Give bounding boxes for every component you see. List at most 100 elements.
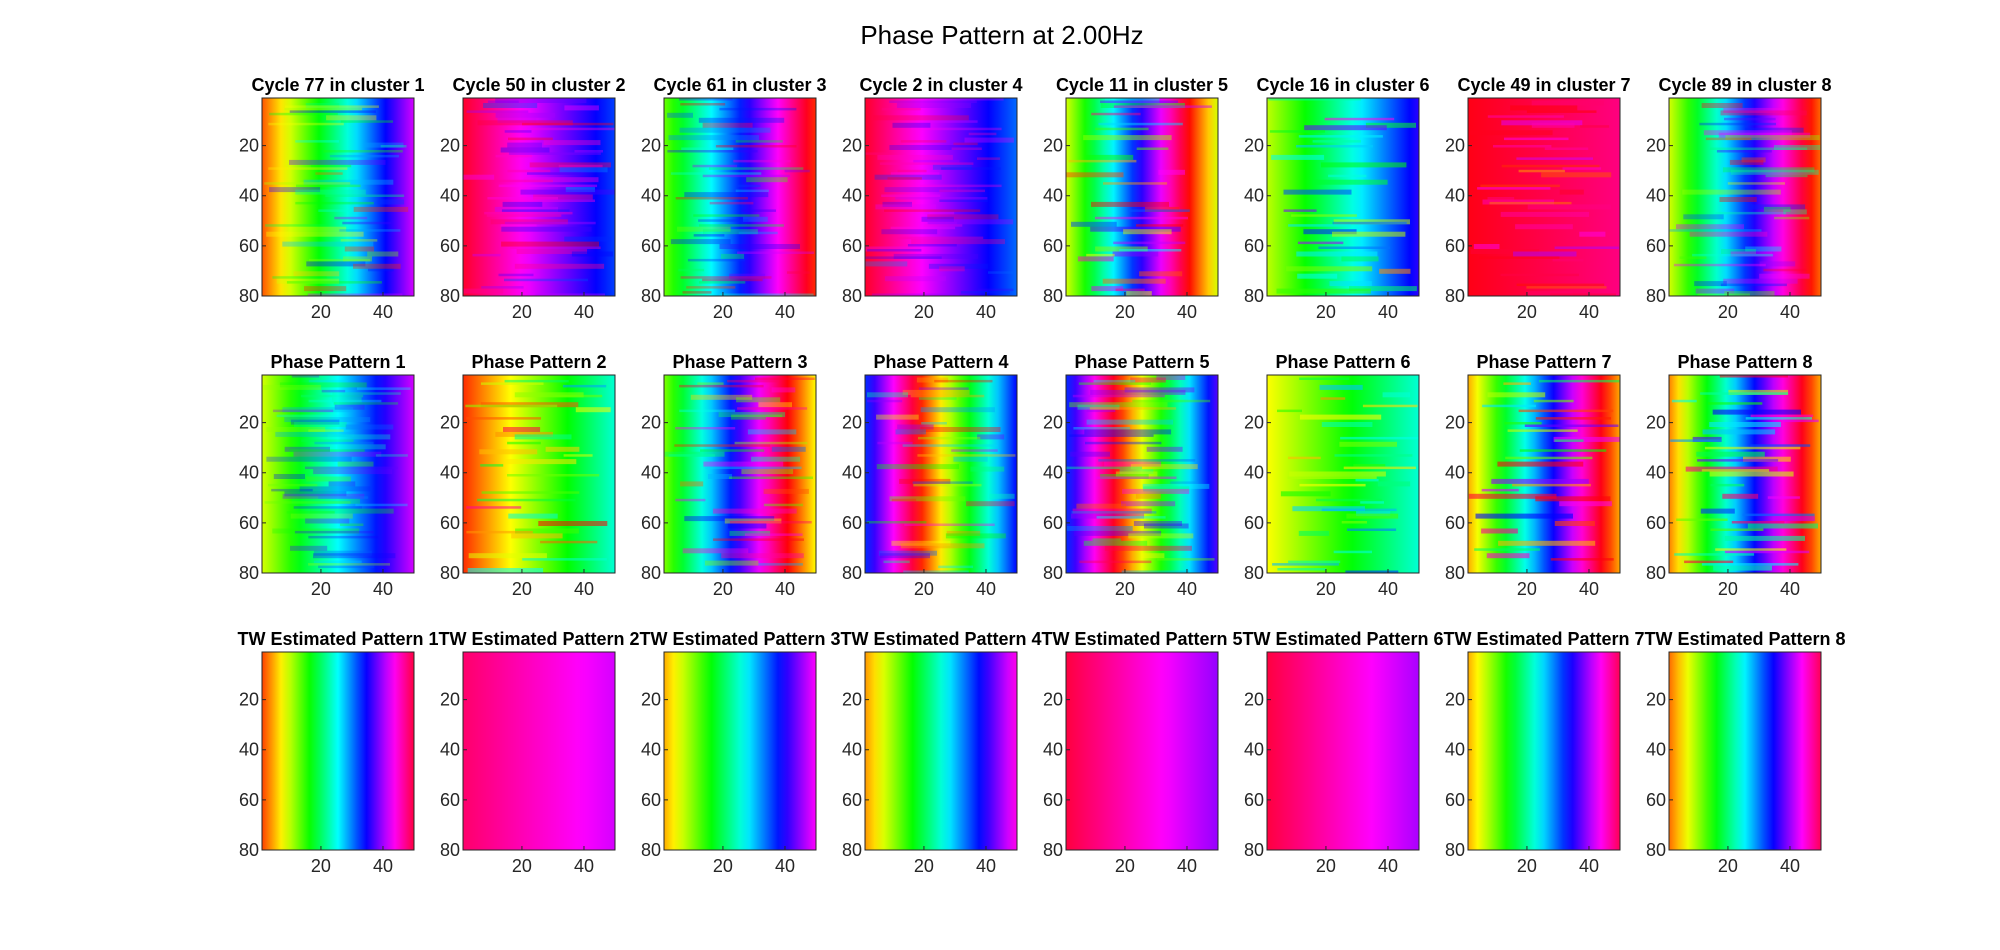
- heatmap-texture: [264, 103, 409, 296]
- heatmap-texture: [1670, 375, 1819, 571]
- heatmap-image: [664, 375, 816, 573]
- x-tick-label: 40: [1378, 579, 1398, 599]
- panel-r2-c4: Phase Pattern 4 20 40 60 80 20 40: [842, 352, 1018, 599]
- heatmap-texture: [1669, 103, 1821, 296]
- x-tick-label: 20: [1115, 856, 1135, 876]
- heatmap-image: [865, 652, 1017, 850]
- x-tick-label: 40: [1579, 302, 1599, 322]
- panel-r3-c6: TW Estimated Pattern 6 20 40 60 80 20 40: [1242, 629, 1443, 876]
- y-tick-label: 60: [1646, 513, 1666, 533]
- y-tick-label: 60: [1646, 790, 1666, 810]
- x-tick-label: 40: [373, 856, 393, 876]
- heatmap-image: [1267, 652, 1419, 850]
- heatmap-texture: [667, 98, 815, 296]
- heatmap-texture: [1066, 98, 1212, 296]
- x-tick-label: 20: [1517, 579, 1537, 599]
- y-tick-label: 60: [440, 236, 460, 256]
- y-tick-label: 40: [1646, 463, 1666, 483]
- x-tick-label: 40: [1378, 856, 1398, 876]
- y-tick-label: 40: [1244, 186, 1264, 206]
- x-tick-label: 20: [1718, 579, 1738, 599]
- x-tick-label: 20: [311, 856, 331, 876]
- panel-r3-c8: TW Estimated Pattern 8 20 40 60 80 20 40: [1644, 629, 1845, 876]
- y-tick-label: 60: [1244, 513, 1264, 533]
- y-tick-label: 80: [239, 286, 259, 306]
- y-tick-label: 20: [641, 690, 661, 710]
- x-tick-label: 40: [574, 856, 594, 876]
- y-tick-label: 40: [641, 740, 661, 760]
- x-tick-label: 20: [311, 579, 331, 599]
- axes-frame: [864, 374, 1018, 574]
- y-tick-label: 40: [440, 740, 460, 760]
- y-tick-label: 60: [842, 790, 862, 810]
- axes-frame: [1467, 97, 1621, 297]
- x-tick-label: 20: [1718, 856, 1738, 876]
- x-tick-label: 40: [1780, 579, 1800, 599]
- x-tick-label: 40: [1177, 856, 1197, 876]
- y-tick-label: 40: [1646, 186, 1666, 206]
- panel-r1-c8: Cycle 89 in cluster 8 20 40 60 80 20 40: [1646, 75, 1832, 322]
- y-tick-label: 80: [1043, 840, 1063, 860]
- y-tick-label: 80: [239, 563, 259, 583]
- x-tick-label: 20: [914, 302, 934, 322]
- y-tick-label: 60: [1445, 513, 1465, 533]
- panel-title: Cycle 89 in cluster 8: [1658, 75, 1831, 95]
- x-tick-label: 20: [713, 579, 733, 599]
- panel-title: Phase Pattern 3: [672, 352, 807, 372]
- panel-r1-c7: Cycle 49 in cluster 7 20 40 60 80 20 40: [1445, 75, 1631, 322]
- heatmap-texture: [865, 98, 1014, 296]
- panel-title: Phase Pattern 2: [471, 352, 606, 372]
- y-tick-label: 60: [641, 513, 661, 533]
- panel-r1-c2: Cycle 50 in cluster 2 20 40 60 80 20 40: [440, 75, 626, 322]
- panel-title: TW Estimated Pattern 7: [1443, 629, 1644, 649]
- heatmap-texture: [463, 98, 615, 296]
- y-tick-label: 40: [1646, 740, 1666, 760]
- y-tick-label: 20: [1445, 690, 1465, 710]
- x-tick-label: 40: [1177, 579, 1197, 599]
- y-tick-label: 60: [1043, 236, 1063, 256]
- y-tick-label: 40: [1445, 740, 1465, 760]
- panel-title: TW Estimated Pattern 8: [1644, 629, 1845, 649]
- axes-frame: [1266, 97, 1420, 297]
- y-tick-label: 40: [641, 186, 661, 206]
- heatmap-image: [1669, 652, 1821, 850]
- y-tick-label: 60: [842, 513, 862, 533]
- y-tick-label: 60: [1445, 236, 1465, 256]
- panel-grid: Cycle 77 in cluster 1 20 40 60 80 20 40 Cycle 5…: [237, 75, 1845, 876]
- y-tick-label: 20: [1043, 690, 1063, 710]
- heatmap-image: [664, 652, 816, 850]
- y-tick-label: 60: [239, 790, 259, 810]
- x-tick-label: 20: [311, 302, 331, 322]
- panel-title: Cycle 61 in cluster 3: [653, 75, 826, 95]
- y-tick-label: 20: [1646, 413, 1666, 433]
- axes-frame: [864, 97, 1018, 297]
- y-tick-label: 80: [239, 840, 259, 860]
- y-tick-label: 40: [1244, 463, 1264, 483]
- heatmap-image: [865, 375, 1017, 573]
- x-tick-label: 40: [1378, 302, 1398, 322]
- heatmap-image: [1066, 98, 1218, 296]
- heatmap-image: [1066, 652, 1218, 850]
- y-tick-label: 40: [1043, 740, 1063, 760]
- heatmap-texture: [1470, 100, 1619, 296]
- panel-title: Cycle 49 in cluster 7: [1457, 75, 1630, 95]
- y-tick-label: 80: [1445, 563, 1465, 583]
- y-tick-label: 60: [1646, 236, 1666, 256]
- x-tick-label: 40: [976, 302, 996, 322]
- y-tick-label: 20: [440, 136, 460, 156]
- heatmap-image: [664, 98, 816, 296]
- y-tick-label: 20: [239, 690, 259, 710]
- x-tick-label: 20: [713, 302, 733, 322]
- y-tick-label: 40: [1445, 186, 1465, 206]
- y-tick-label: 80: [1244, 840, 1264, 860]
- heatmap-texture: [1468, 379, 1620, 561]
- y-tick-label: 20: [1043, 136, 1063, 156]
- axes-frame: [663, 651, 817, 851]
- y-tick-label: 60: [440, 513, 460, 533]
- x-tick-label: 20: [1115, 302, 1135, 322]
- x-tick-label: 20: [1517, 302, 1537, 322]
- panel-r3-c3: TW Estimated Pattern 3 20 40 60 80 20 40: [639, 629, 840, 876]
- axes-frame: [261, 651, 415, 851]
- panel-r1-c3: Cycle 61 in cluster 3 20 40 60 80 20 40: [641, 75, 827, 322]
